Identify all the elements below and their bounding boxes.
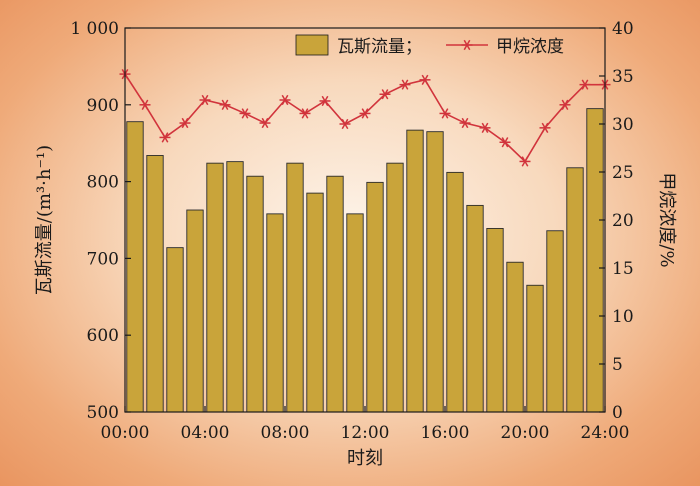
left-tick-label: 700 — [87, 249, 119, 269]
right-tick-label: 5 — [612, 355, 623, 375]
right-tick-label: 10 — [612, 307, 634, 327]
methane-point — [479, 122, 491, 133]
right-tick-label: 0 — [612, 403, 623, 423]
left-tick-label: 900 — [87, 96, 119, 116]
methane-point — [239, 108, 251, 119]
bars-layer — [126, 108, 604, 413]
methane-point — [419, 74, 431, 85]
methane-point — [519, 156, 531, 167]
flow-bar — [386, 162, 404, 413]
methane-point — [359, 108, 371, 119]
flow-bar — [206, 162, 224, 413]
flow-bar — [366, 181, 384, 413]
left-axis-title: 瓦斯流量/(m³·h⁻¹) — [34, 145, 55, 295]
flow-bar — [346, 213, 364, 413]
right-tick-label: 30 — [612, 115, 634, 135]
x-tick-label: 12:00 — [341, 423, 390, 443]
methane-point — [139, 99, 151, 110]
x-axis-title: 时刻 — [347, 448, 383, 469]
left-tick-label: 500 — [87, 403, 119, 423]
flow-bar — [526, 284, 544, 413]
flow-bar — [266, 213, 284, 413]
flow-bar — [226, 161, 244, 413]
methane-line — [124, 73, 605, 163]
x-tick-label: 16:00 — [421, 423, 470, 443]
methane-point — [439, 108, 451, 119]
left-tick-label: 1 000 — [70, 19, 119, 39]
methane-point — [199, 94, 211, 106]
right-tick-label: 15 — [612, 259, 634, 279]
flow-bar — [426, 131, 444, 413]
methane-point — [159, 132, 171, 143]
methane-point — [499, 137, 511, 148]
legend-bar-label: 瓦斯流量； — [337, 37, 422, 57]
methane-point — [299, 108, 311, 119]
flow-bar — [446, 171, 464, 413]
flow-bar — [406, 129, 424, 413]
x-tick-label: 08:00 — [261, 423, 310, 443]
left-tick-label: 600 — [87, 326, 119, 346]
x-tick-label: 00:00 — [101, 423, 150, 443]
flow-bar — [286, 162, 304, 413]
right-tick-label: 35 — [612, 67, 634, 87]
flow-bar — [126, 121, 144, 413]
methane-point — [559, 99, 571, 110]
flow-bar — [246, 175, 264, 413]
flow-bar — [566, 167, 584, 413]
methane-point — [399, 79, 411, 90]
methane-point — [319, 95, 331, 107]
legend-asterisk — [461, 39, 473, 51]
right-tick-label: 25 — [612, 163, 634, 183]
methane-point — [459, 117, 471, 129]
flow-bar — [586, 108, 604, 413]
line-layer — [119, 68, 611, 167]
labels-layer: 500 600 700 800 900 1 000 0 5 10 15 20 25 30 35 40 00:0… — [70, 19, 633, 443]
right-tick-label: 40 — [612, 19, 634, 39]
flow-bar — [546, 230, 564, 413]
x-tick-label: 20:00 — [501, 423, 550, 443]
flow-bar — [466, 204, 484, 413]
ticks-layer — [124, 27, 606, 413]
flow-bar — [306, 192, 324, 413]
methane-point — [259, 117, 271, 129]
methane-point — [279, 94, 291, 106]
methane-point — [579, 79, 591, 90]
left-tick-label: 800 — [87, 173, 119, 193]
flow-bar — [506, 261, 524, 413]
legend-line-marker — [461, 39, 473, 51]
x-tick-label: 24:00 — [581, 423, 630, 443]
flow-bar — [166, 247, 184, 413]
methane-point — [339, 118, 351, 130]
x-tick-label: 04:00 — [181, 423, 230, 443]
flow-bar — [326, 175, 344, 413]
methane-point — [179, 117, 191, 129]
legend-bar-swatch — [295, 34, 329, 56]
methane-point — [219, 99, 231, 110]
methane-point — [539, 122, 551, 133]
legend: 瓦斯流量； 甲烷浓度 — [295, 34, 564, 57]
right-axis-title: 甲烷浓度/% — [656, 172, 677, 267]
flow-bar — [146, 155, 164, 413]
flow-bar — [186, 209, 204, 413]
legend-line-label: 甲烷浓度 — [496, 37, 564, 57]
methane-point — [379, 89, 391, 100]
flow-bar — [486, 227, 504, 413]
right-tick-label: 20 — [612, 211, 634, 231]
